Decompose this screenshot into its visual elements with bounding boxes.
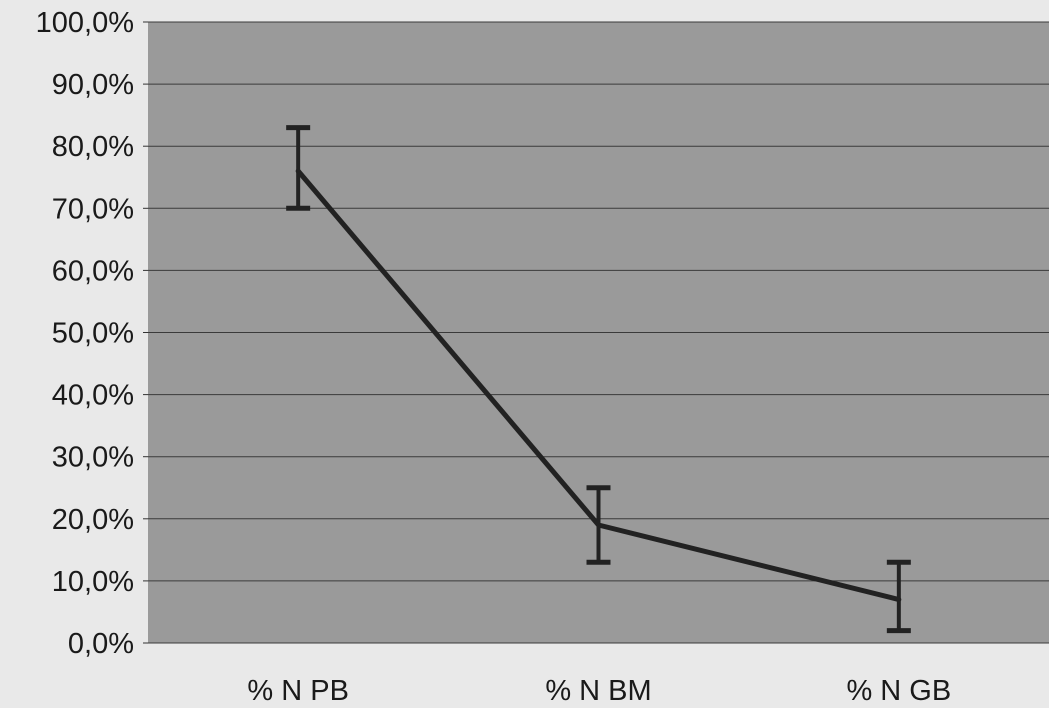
y-axis-tick-labels: 0,0% 10,0% 20,0% 30,0% 40,0% 50,0% 60,0% 70,0% 8… [36,7,134,660]
y-tick-label: 20,0% [52,504,134,536]
error-bar [886,559,911,634]
x-axis-category-labels: % N PB % N BM % N GB [247,675,951,707]
y-tick-label: 70,0% [52,193,134,225]
error-bar [286,125,311,211]
y-tick-label: 50,0% [52,318,134,350]
x-category-label: % N BM [545,675,651,707]
error-bars [286,125,911,634]
x-category-label: % N GB [846,675,951,707]
error-bar [586,485,611,565]
y-tick-label: 90,0% [52,69,134,101]
y-tick-label: 40,0% [52,380,134,412]
y-tick-label: 10,0% [52,566,134,598]
y-tick-label: 60,0% [52,255,134,287]
y-tick-label: 0,0% [68,628,134,660]
y-tick-label: 30,0% [52,442,134,474]
y-tick-label: 100,0% [36,7,134,39]
y-tick-label: 80,0% [52,131,134,163]
x-category-label: % N PB [247,675,349,707]
